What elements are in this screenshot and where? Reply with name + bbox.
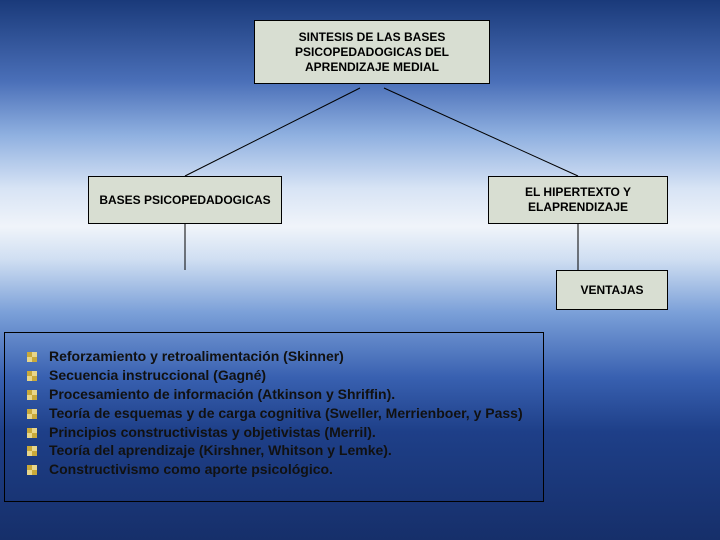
list-item: Constructivismo como aporte psicológico. bbox=[23, 460, 525, 479]
node-left-label: BASES PSICOPEDADOGICAS bbox=[99, 193, 270, 208]
node-root: SINTESIS DE LAS BASES PSICOPEDADOGICAS D… bbox=[254, 20, 490, 84]
list-item: Teoría del aprendizaje (Kirshner, Whitso… bbox=[23, 441, 525, 460]
node-right-label: EL HIPERTEXTO Y ELAPRENDIZAJE bbox=[499, 185, 657, 215]
node-ventajas-label: VENTAJAS bbox=[580, 283, 643, 298]
node-right: EL HIPERTEXTO Y ELAPRENDIZAJE bbox=[488, 176, 668, 224]
theories-list: Reforzamiento y retroalimentación (Skinn… bbox=[23, 347, 525, 479]
connector-root-left bbox=[185, 88, 360, 176]
list-item: Reforzamiento y retroalimentación (Skinn… bbox=[23, 347, 525, 366]
list-item: Principios constructivistas y objetivist… bbox=[23, 423, 525, 442]
node-root-label: SINTESIS DE LAS BASES PSICOPEDADOGICAS D… bbox=[265, 30, 479, 75]
theories-list-box: Reforzamiento y retroalimentación (Skinn… bbox=[4, 332, 544, 502]
node-ventajas: VENTAJAS bbox=[556, 270, 668, 310]
node-left: BASES PSICOPEDADOGICAS bbox=[88, 176, 282, 224]
list-item: Teoría de esquemas y de carga cognitiva … bbox=[23, 404, 525, 423]
list-item: Procesamiento de información (Atkinson y… bbox=[23, 385, 525, 404]
list-item: Secuencia instruccional (Gagné) bbox=[23, 366, 525, 385]
connector-root-right bbox=[384, 88, 578, 176]
